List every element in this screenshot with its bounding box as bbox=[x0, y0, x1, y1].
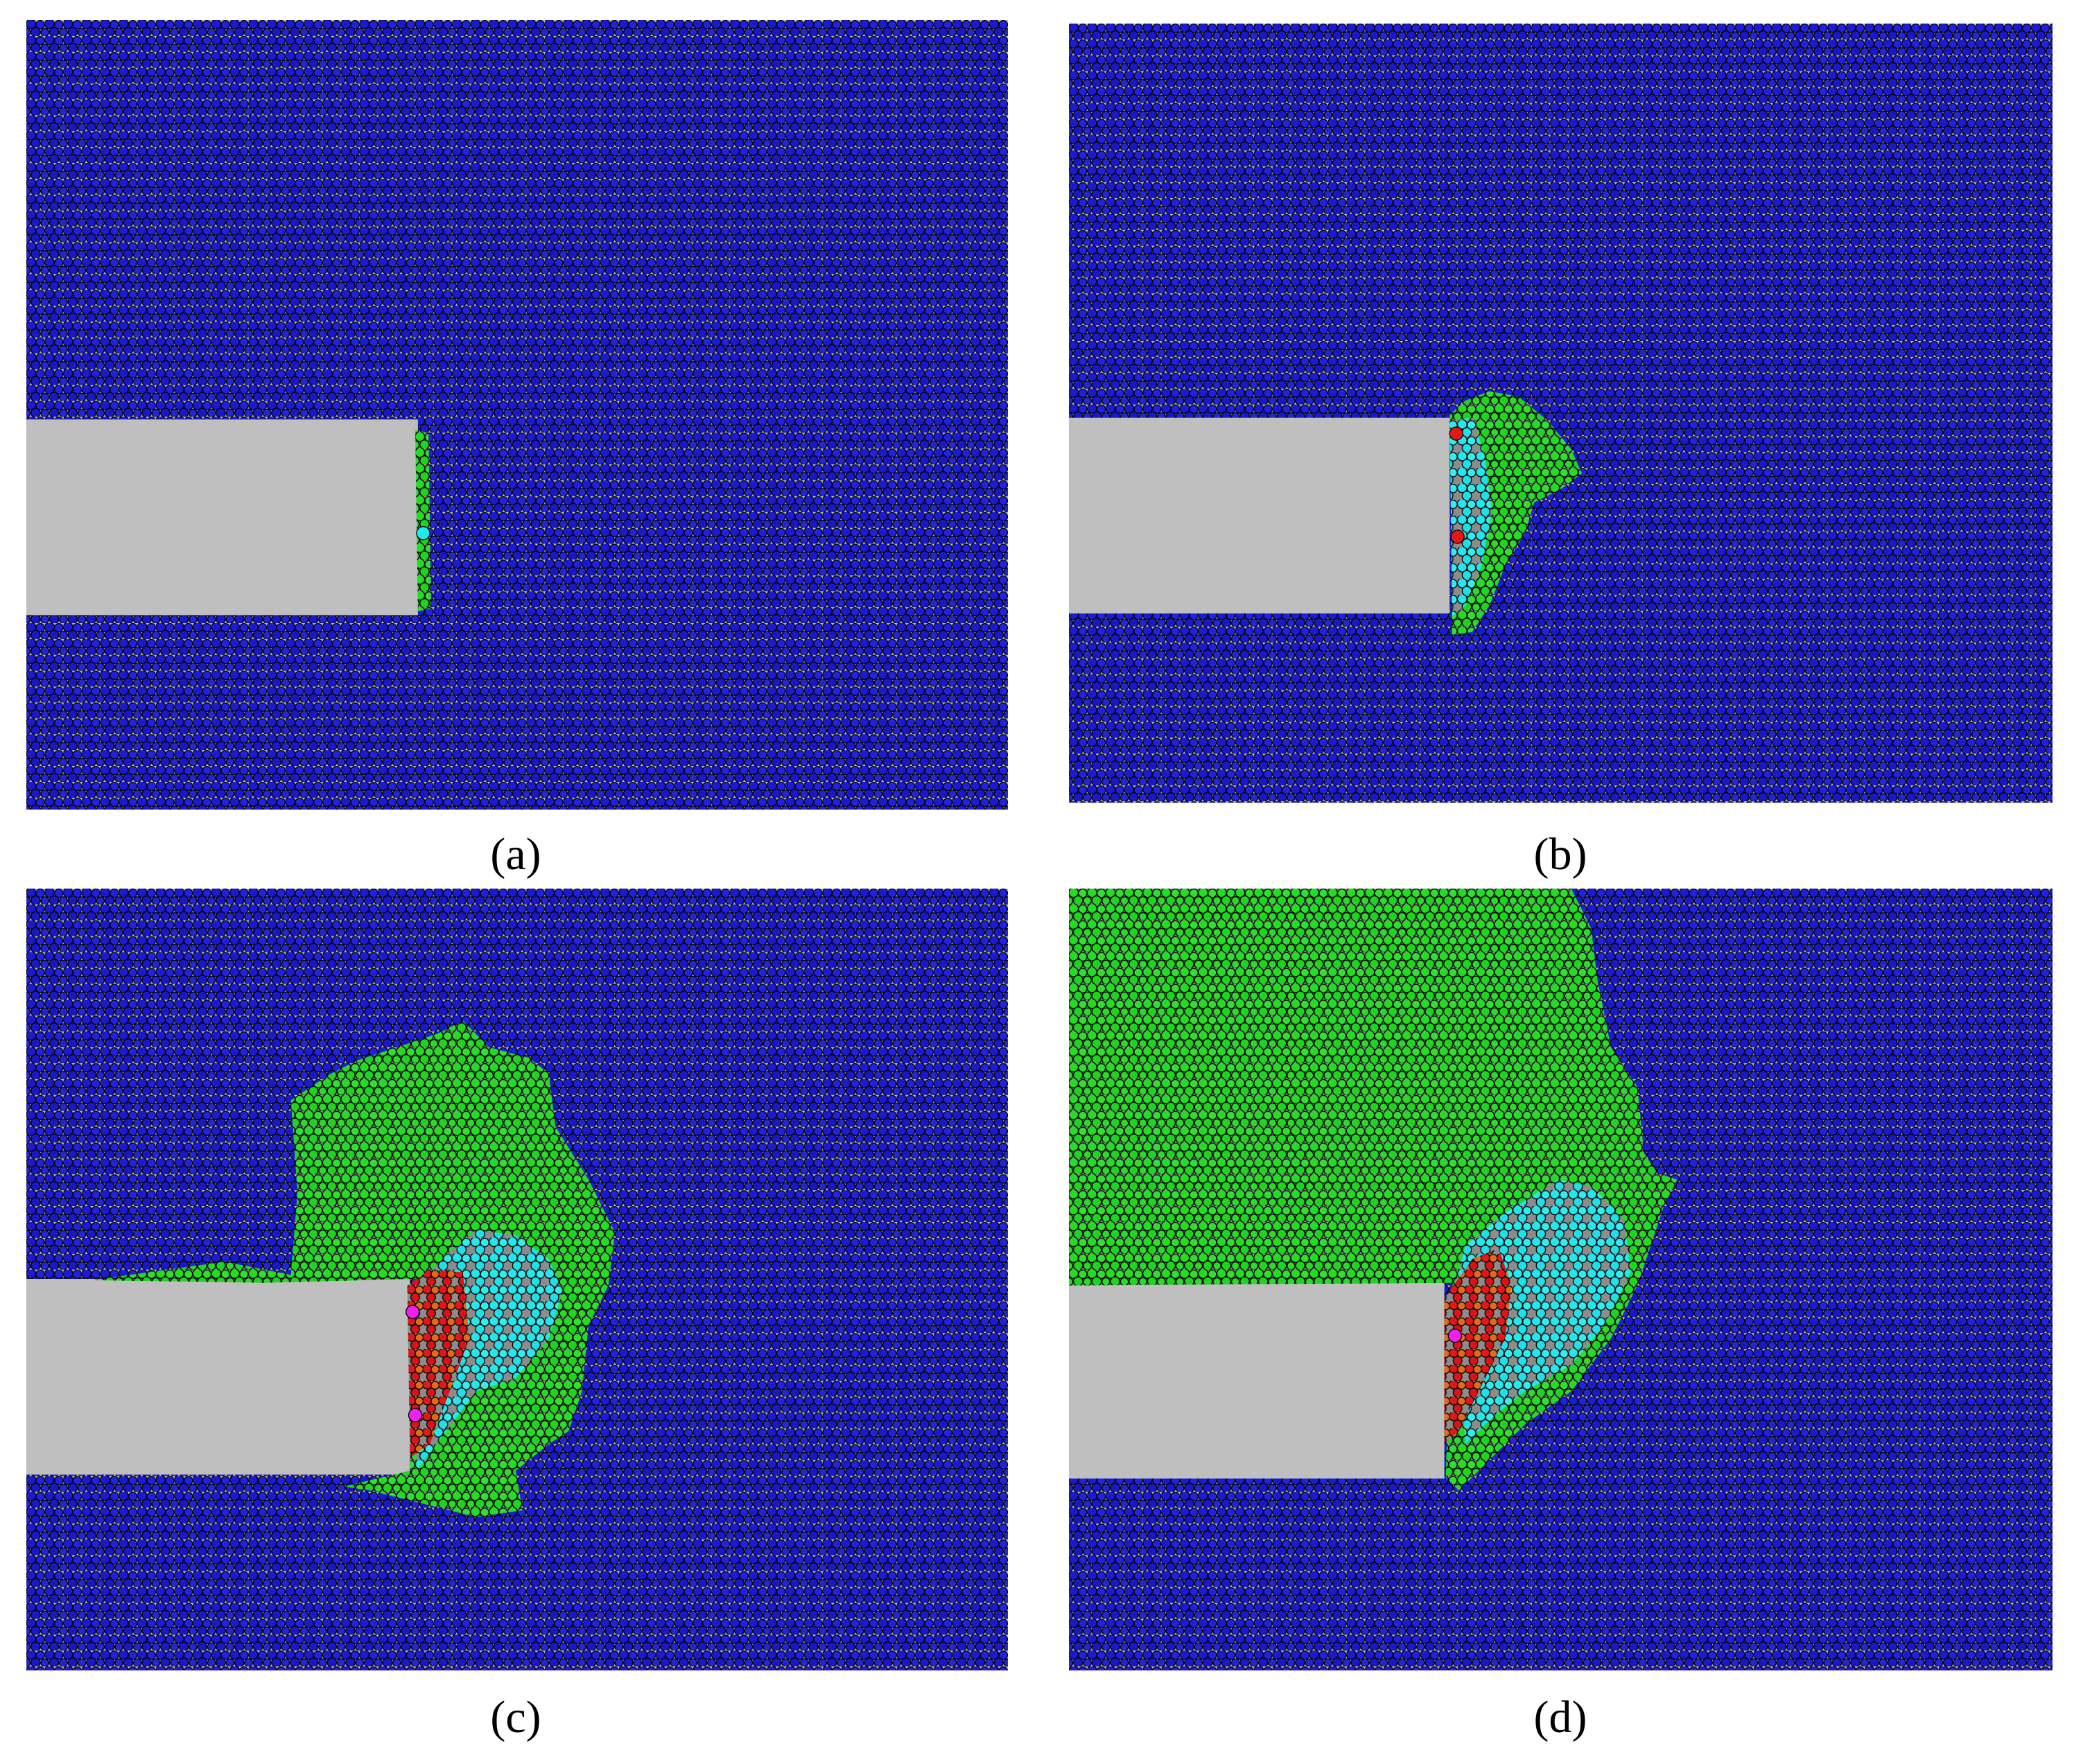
panel-b bbox=[1069, 24, 2053, 803]
panel-label: (b) bbox=[1533, 829, 1587, 880]
panel-c bbox=[26, 889, 1008, 1670]
panel-label: (c) bbox=[490, 1692, 541, 1743]
panel-a bbox=[26, 20, 1008, 810]
panel-label: (a) bbox=[490, 829, 541, 880]
panel-d bbox=[1069, 889, 2053, 1670]
panel-label: (d) bbox=[1533, 1692, 1587, 1743]
